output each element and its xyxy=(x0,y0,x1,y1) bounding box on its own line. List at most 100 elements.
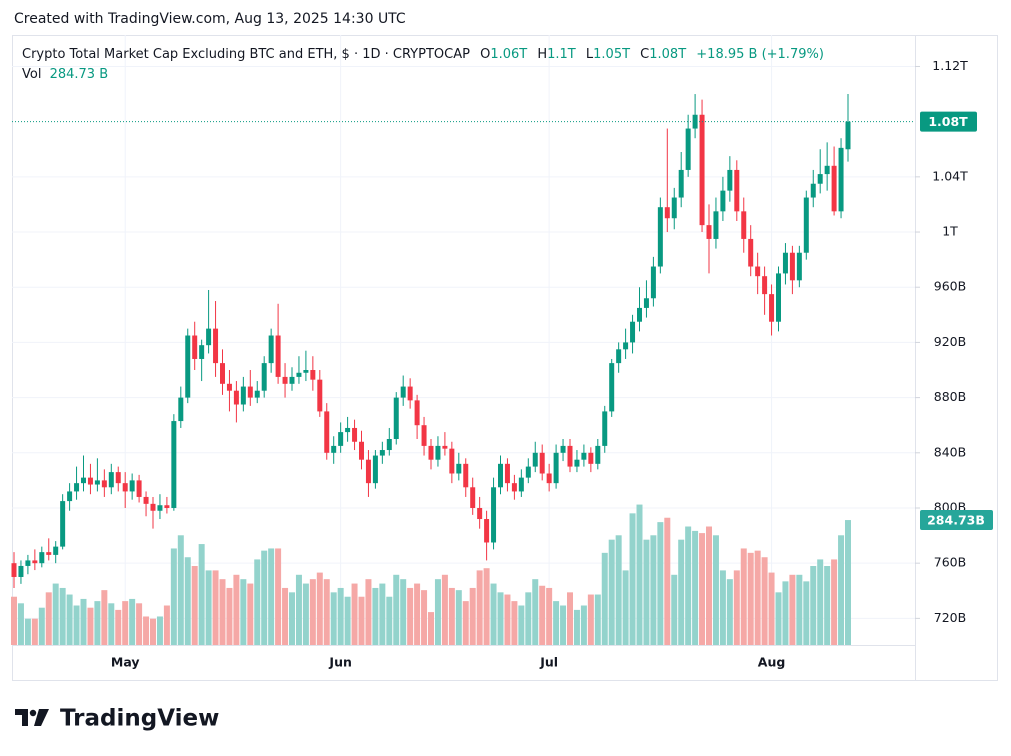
candle-body xyxy=(18,565,24,577)
volume-bar xyxy=(782,581,789,645)
volume-bar xyxy=(539,585,546,645)
volume-bar xyxy=(476,570,483,645)
volume-bar xyxy=(573,609,580,645)
legend-line: Crypto Total Market Cap Excluding BTC an… xyxy=(22,47,824,62)
volume-bar xyxy=(205,570,212,645)
volume-bar xyxy=(580,605,587,645)
candle-body xyxy=(157,505,163,511)
candle-body xyxy=(282,376,288,384)
volume-bar xyxy=(546,587,553,645)
candle-body xyxy=(706,225,712,239)
candle-body xyxy=(275,335,281,377)
volume-bar xyxy=(87,607,94,645)
y-tick-label: 1.04T xyxy=(932,168,968,183)
volume-bar xyxy=(824,566,831,645)
volume-bar xyxy=(831,559,838,645)
candle-body xyxy=(46,552,52,555)
candle-body xyxy=(11,563,17,577)
volume-bar xyxy=(407,587,414,645)
volume-bar xyxy=(198,544,205,645)
candle-body xyxy=(67,491,73,502)
candle-body xyxy=(421,425,427,446)
volume-bar xyxy=(337,587,344,645)
candle-body xyxy=(178,397,184,422)
volume-bar xyxy=(24,618,31,645)
legend-l-value: 1.05T xyxy=(593,47,630,62)
volume-bar xyxy=(282,587,289,645)
volume-bar xyxy=(469,587,476,645)
candle-body xyxy=(567,445,573,467)
candle-body xyxy=(53,546,59,555)
volume-bar xyxy=(615,535,622,645)
candle-body xyxy=(268,335,274,364)
candle-body xyxy=(463,463,469,488)
volume-bar xyxy=(719,570,726,645)
candle-body xyxy=(352,427,358,442)
volume-bar xyxy=(143,616,150,645)
candle-body xyxy=(518,477,524,492)
volume-bar xyxy=(330,592,337,645)
volume-bar xyxy=(643,539,650,645)
legend-c: C xyxy=(640,47,649,62)
logo-dot xyxy=(29,709,37,717)
volume-bar xyxy=(45,592,52,645)
volume-bar xyxy=(184,557,191,645)
volume-bar xyxy=(226,587,233,645)
candle-body xyxy=(428,445,434,460)
candle-body xyxy=(664,207,670,219)
volume-bar xyxy=(845,520,851,645)
volume-bar xyxy=(66,594,73,645)
volume-bar xyxy=(532,579,539,645)
candle-body xyxy=(407,386,413,401)
volume-bar xyxy=(108,603,115,645)
volume-bar xyxy=(657,522,664,645)
candle-body xyxy=(254,390,260,398)
candle-body xyxy=(602,411,608,446)
volume-bar xyxy=(671,574,678,645)
legend-change: +18.95 B (+1.79%) xyxy=(696,47,824,62)
volume-bar xyxy=(73,605,80,645)
candle-body xyxy=(400,386,406,398)
volume-bar xyxy=(275,548,282,645)
candle-body xyxy=(240,386,246,405)
volume-bar xyxy=(629,513,636,645)
candle-body xyxy=(185,335,191,398)
candle-body xyxy=(817,174,823,184)
candle-body xyxy=(435,445,441,460)
candle-body xyxy=(491,487,497,543)
candle-body xyxy=(595,445,601,464)
volume-bar xyxy=(817,559,824,645)
candle-body xyxy=(525,466,531,478)
volume-bar xyxy=(504,594,511,645)
volume-bar xyxy=(747,552,754,645)
candle-body xyxy=(379,450,385,456)
candle-body xyxy=(164,505,170,508)
volume-bar xyxy=(434,579,441,645)
candle-body xyxy=(692,114,698,129)
volume-bar xyxy=(400,579,407,645)
candle-body xyxy=(359,441,364,460)
volume-bar xyxy=(601,552,608,645)
volume-bar xyxy=(191,566,198,645)
legend-o-value: 1.06T xyxy=(490,47,527,62)
volume-bar xyxy=(761,557,768,645)
candle-body xyxy=(803,197,809,253)
legend-l: L xyxy=(586,47,594,62)
volume-bar xyxy=(59,587,66,645)
candle-body xyxy=(477,507,483,520)
x-tick-label: Aug xyxy=(758,655,786,670)
candle-body xyxy=(630,321,636,343)
volume-bar xyxy=(810,566,817,645)
volume-bar xyxy=(525,592,532,645)
volume-bar xyxy=(560,605,567,645)
candle-body xyxy=(74,483,80,492)
legend-o: O xyxy=(480,47,490,62)
volume-bar xyxy=(733,570,740,645)
candle-body xyxy=(81,477,86,484)
volume-bar xyxy=(295,574,302,645)
volume-bar xyxy=(455,590,462,645)
volume-bar xyxy=(344,596,351,645)
candle-body xyxy=(553,452,559,484)
candle-body xyxy=(727,169,733,191)
candle-body xyxy=(699,114,705,226)
